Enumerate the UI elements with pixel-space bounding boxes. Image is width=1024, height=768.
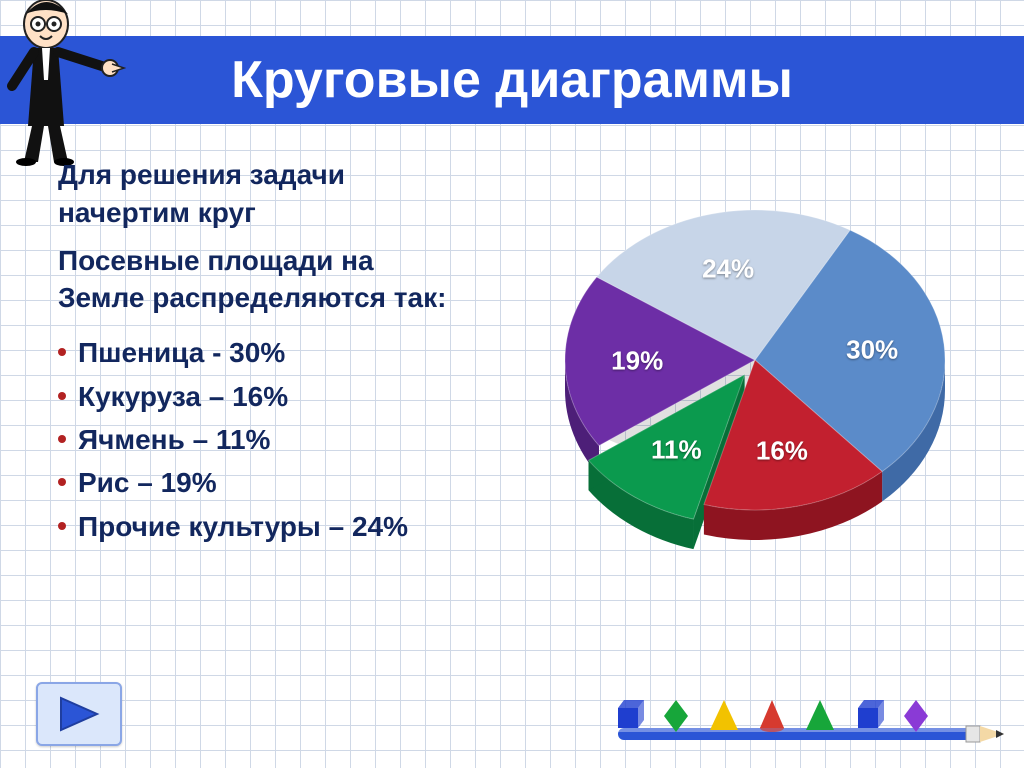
pie-chart: 30%16%11%19%24%: [540, 190, 970, 570]
intro-line: Для решения задачи: [58, 156, 518, 194]
mascot-icon: [6, 0, 126, 166]
title-band: Круговые диаграммы: [0, 36, 1024, 124]
list-item: Ячмень – 11%: [58, 418, 518, 461]
list-item: Рис – 19%: [58, 461, 518, 504]
slide: Круговые диаграммы Для решения задачи на…: [0, 0, 1024, 768]
slide-title: Круговые диаграммы: [231, 50, 793, 110]
play-icon: [55, 694, 103, 734]
intro-line: Посевные площади на: [58, 242, 518, 280]
next-button[interactable]: [36, 682, 122, 746]
decor-shapes: [578, 692, 1008, 752]
bullet-list: Пшеница - 30% Кукуруза – 16% Ячмень – 11…: [58, 331, 518, 548]
intro-line: Земле распределяются так:: [58, 279, 518, 317]
intro-line: начертим круг: [58, 194, 518, 232]
list-item: Прочие культуры – 24%: [58, 505, 518, 548]
text-block: Для решения задачи начертим круг Посевны…: [58, 156, 518, 548]
list-item: Кукуруза – 16%: [58, 375, 518, 418]
list-item: Пшеница - 30%: [58, 331, 518, 374]
